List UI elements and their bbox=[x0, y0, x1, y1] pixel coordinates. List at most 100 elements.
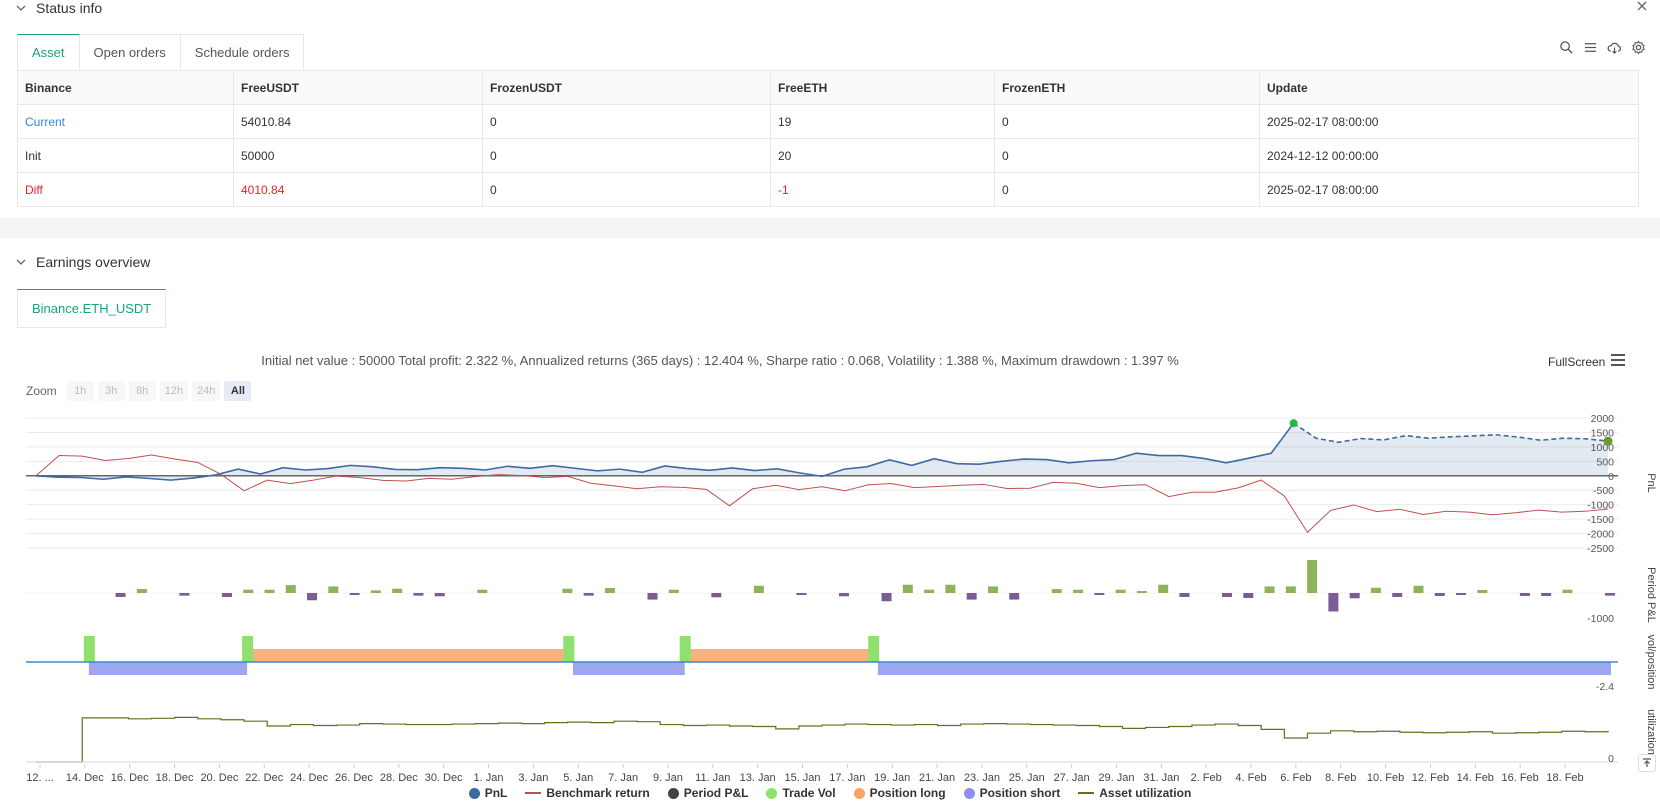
zoom-1h[interactable]: 1h bbox=[66, 381, 94, 401]
pnl-peak-marker bbox=[1289, 419, 1298, 428]
earnings-title: Earnings overview bbox=[36, 254, 151, 270]
stats-summary: Initial net value : 50000 Total profit: … bbox=[261, 353, 1179, 368]
x-tick-label: 26. Dec bbox=[335, 772, 373, 784]
pnl-tick-label: -500 bbox=[1593, 485, 1614, 497]
period-bar bbox=[1349, 593, 1360, 599]
cloud-download-icon[interactable] bbox=[1607, 40, 1622, 55]
status-title: Status info bbox=[36, 0, 103, 16]
x-tick-label: 4. Feb bbox=[1235, 772, 1266, 784]
period-bar bbox=[243, 589, 254, 593]
period-bar bbox=[1370, 587, 1381, 593]
period-bar bbox=[839, 593, 849, 597]
period-bar bbox=[1009, 593, 1020, 600]
legend-utilization[interactable]: Asset utilization bbox=[1078, 786, 1191, 800]
utilization-tick-label: 0 bbox=[1608, 753, 1614, 765]
scroll-top-button[interactable] bbox=[1638, 754, 1656, 772]
zoom-3h[interactable]: 3h bbox=[97, 381, 125, 401]
period-bar bbox=[370, 590, 381, 593]
x-tick-label: 22. Dec bbox=[245, 772, 283, 784]
position-short-bar bbox=[877, 662, 1612, 675]
x-tick-label: 1. Jan bbox=[474, 772, 504, 784]
period-bar bbox=[987, 586, 998, 593]
earnings-header[interactable]: Earnings overview bbox=[16, 254, 150, 270]
zoom-all[interactable]: All bbox=[224, 381, 252, 401]
collapse-icon[interactable] bbox=[1636, 0, 1648, 12]
status-header[interactable]: Status info bbox=[16, 0, 102, 16]
cell: 54010.84 bbox=[233, 104, 483, 139]
period-bar bbox=[1051, 589, 1062, 593]
x-tick-label: 18. Feb bbox=[1546, 772, 1583, 784]
period-bar bbox=[1222, 593, 1232, 597]
x-tick-label: 28. Dec bbox=[380, 772, 418, 784]
period-bar bbox=[647, 593, 658, 600]
section-divider bbox=[0, 218, 1660, 238]
legend-long-label: Position long bbox=[869, 786, 946, 800]
position-short-bar bbox=[572, 662, 685, 675]
pnl-axis-label: PnL bbox=[1645, 473, 1657, 493]
cell: 0 bbox=[482, 172, 771, 207]
cell: 2024-12-12 00:00:00 bbox=[1259, 138, 1639, 173]
cell: 4010.84 bbox=[233, 172, 483, 207]
pnl-tick-label: -2000 bbox=[1587, 529, 1614, 541]
fullscreen-button[interactable]: FullScreen bbox=[1548, 355, 1606, 369]
zoom-24h[interactable]: 24h bbox=[192, 381, 221, 401]
cell: 0 bbox=[482, 104, 771, 139]
zoom-8h[interactable]: 8h bbox=[128, 381, 156, 401]
menu-icon[interactable] bbox=[1610, 352, 1626, 368]
cell: 19 bbox=[770, 104, 995, 139]
col-update: Update bbox=[1259, 70, 1639, 105]
earnings-chart[interactable]: 2000150010005000-500-1000-1500-2000-2500… bbox=[0, 400, 1660, 786]
arrow-up-icon bbox=[1643, 758, 1651, 767]
x-tick-label: 8. Feb bbox=[1325, 772, 1356, 784]
tab-open-orders[interactable]: Open orders bbox=[79, 34, 181, 70]
period-bar bbox=[753, 585, 764, 593]
row-label-diff: Diff bbox=[17, 172, 234, 207]
legend-utilization-label: Asset utilization bbox=[1099, 786, 1192, 800]
earnings-panel: Earnings overview Binance.ETH_USDT bbox=[0, 238, 1660, 807]
chevron-down-icon[interactable] bbox=[16, 257, 26, 267]
status-panel: Status info Asset Open orders Schedule o… bbox=[0, 0, 1660, 218]
legend-long[interactable]: Position long bbox=[853, 786, 946, 800]
x-tick-label: 17. Jan bbox=[829, 772, 865, 784]
search-icon[interactable] bbox=[1559, 40, 1574, 55]
period-bar bbox=[881, 593, 892, 602]
col-exchange: Binance bbox=[17, 70, 234, 105]
chart-legend: PnL Benchmark return Period P&L Trade Vo… bbox=[0, 786, 1660, 800]
col-free-eth: FreeETH bbox=[770, 70, 995, 105]
period-bar bbox=[945, 584, 956, 593]
gear-icon[interactable] bbox=[1631, 40, 1646, 55]
row-label-current[interactable]: Current bbox=[17, 104, 234, 139]
x-tick-label: 12. ... bbox=[26, 772, 54, 784]
trade-vol-bar bbox=[868, 636, 880, 662]
zoom-12h[interactable]: 12h bbox=[159, 381, 189, 401]
legend-long-marker bbox=[853, 787, 865, 799]
period-bar bbox=[1243, 593, 1254, 598]
period-bar bbox=[1413, 585, 1424, 593]
x-tick-label: 21. Jan bbox=[919, 772, 955, 784]
col-free-usdt: FreeUSDT bbox=[233, 70, 483, 105]
period-bar bbox=[179, 593, 190, 596]
legend-benchmark-marker bbox=[525, 792, 542, 794]
period-bar bbox=[285, 585, 296, 593]
tab-asset[interactable]: Asset bbox=[17, 34, 80, 70]
cell: 2025-02-17 08:00:00 bbox=[1259, 104, 1639, 139]
legend-benchmark[interactable]: Benchmark return bbox=[525, 786, 650, 800]
tab-symbol[interactable]: Binance.ETH_USDT bbox=[17, 289, 167, 327]
legend-tradevol[interactable]: Trade Vol bbox=[766, 786, 836, 800]
chevron-down-icon[interactable] bbox=[16, 3, 26, 13]
legend-period[interactable]: Period P&L bbox=[667, 786, 748, 800]
period-bar bbox=[902, 584, 913, 593]
legend-short[interactable]: Position short bbox=[963, 786, 1060, 800]
x-tick-label: 18. Dec bbox=[156, 772, 194, 784]
period-bar bbox=[477, 589, 488, 593]
period-bar bbox=[1434, 593, 1445, 596]
period-bar bbox=[711, 593, 722, 598]
trade-vol-bar bbox=[242, 636, 254, 662]
x-tick-label: 14. Feb bbox=[1457, 772, 1494, 784]
legend-pnl[interactable]: PnL bbox=[468, 786, 507, 800]
list-icon[interactable] bbox=[1583, 40, 1598, 55]
pnl-tick-label: -1500 bbox=[1587, 514, 1614, 526]
tab-schedule-orders[interactable]: Schedule orders bbox=[180, 34, 305, 70]
period-bar bbox=[1136, 591, 1147, 593]
cell: 20 bbox=[770, 138, 995, 173]
